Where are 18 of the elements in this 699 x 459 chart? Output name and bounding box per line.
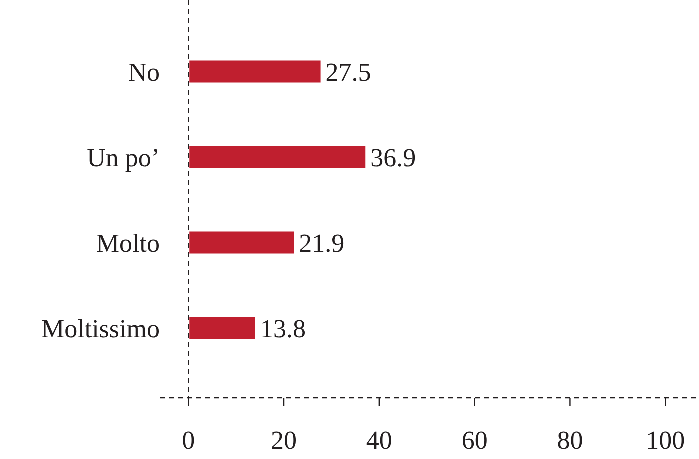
x-tick-label: 40 <box>366 426 392 455</box>
data-label: 13.8 <box>260 314 306 344</box>
data-label: 21.9 <box>299 228 345 258</box>
bar <box>190 317 256 340</box>
x-tick-label: 20 <box>271 426 298 455</box>
y-tick-label: Molto <box>96 228 160 258</box>
x-tick-label: 80 <box>557 426 584 455</box>
y-tick-label: No <box>128 58 160 87</box>
bar <box>190 232 294 254</box>
y-tick-label: Moltissimo <box>42 314 160 344</box>
data-label: 27.5 <box>326 58 372 87</box>
x-tick-label: 100 <box>646 426 686 455</box>
bar <box>190 146 366 168</box>
y-tick-label: Un po’ <box>87 143 160 172</box>
data-label: 36.9 <box>370 143 416 172</box>
bar <box>190 60 321 83</box>
x-tick-label: 60 <box>462 426 488 455</box>
x-tick-label: 0 <box>182 426 196 455</box>
